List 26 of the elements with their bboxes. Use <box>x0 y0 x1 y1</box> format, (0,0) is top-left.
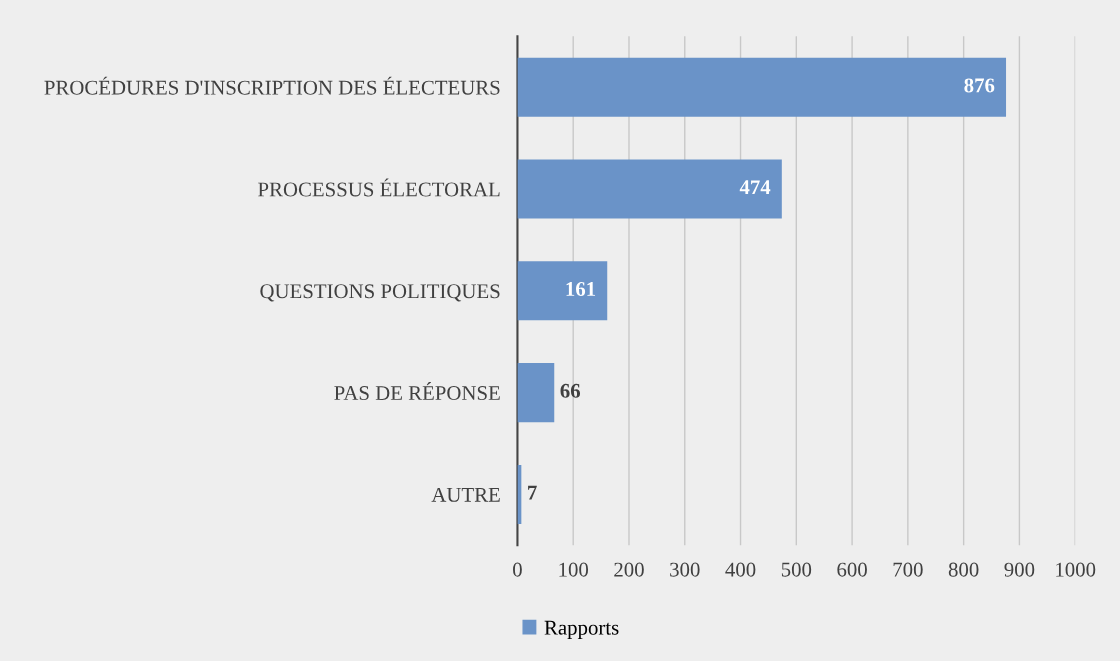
data-label: 161 <box>566 282 596 297</box>
data-label: 7 <box>528 485 537 500</box>
x-tick-label: 700 <box>893 562 923 577</box>
x-tick-label: 100 <box>559 562 589 577</box>
x-tick-label: 200 <box>614 562 644 577</box>
bar <box>517 159 782 219</box>
bar <box>517 57 1007 117</box>
y-tick-label: AUTRE <box>431 487 500 502</box>
y-tick-label: PROCÉDURES D'INSCRIPTION DES ÉLECTEURS <box>44 76 500 95</box>
x-tick-label: 600 <box>837 562 867 577</box>
bar <box>517 363 555 423</box>
x-tick-label: 400 <box>725 562 756 577</box>
bar <box>517 261 608 321</box>
x-tick-label: 0 <box>513 562 522 577</box>
data-label: 474 <box>739 180 771 195</box>
x-tick-label: 800 <box>948 562 979 577</box>
x-tick-label: 900 <box>1004 562 1035 577</box>
data-label: 876 <box>964 78 995 93</box>
x-tick-label: 300 <box>670 562 700 577</box>
x-tick-label: 1000 <box>1056 562 1096 577</box>
legend-label: Rapports <box>544 620 619 639</box>
x-tick-label: 500 <box>781 562 812 577</box>
y-tick-label: PAS DE RÉPONSE <box>334 382 500 401</box>
data-label: 66 <box>560 383 581 398</box>
y-tick-label: QUESTIONS POLITIQUES <box>260 284 500 302</box>
y-tick-label: PROCESSUS ÉLECTORAL <box>258 178 500 197</box>
